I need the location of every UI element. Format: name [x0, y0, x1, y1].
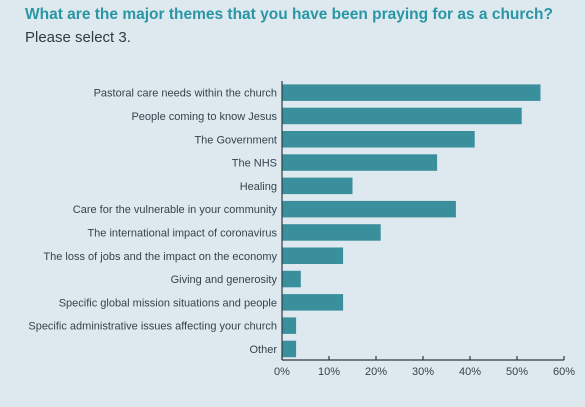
- bar: [282, 107, 522, 125]
- category-label: Care for the vulnerable in your communit…: [73, 204, 278, 216]
- x-tick-label: 60%: [553, 366, 575, 378]
- chart-subtitle: Please select 3.: [25, 29, 131, 46]
- category-label: People coming to know Jesus: [131, 111, 277, 123]
- bar: [282, 340, 297, 358]
- category-label: The Government: [194, 134, 277, 146]
- category-label: The international impact of coronavirus: [87, 227, 277, 239]
- bar: [282, 247, 344, 264]
- x-tick-label: 20%: [365, 366, 387, 378]
- bar: [282, 294, 344, 311]
- bar: [282, 317, 297, 334]
- bar: [282, 154, 438, 171]
- category-label: Specific global mission situations and p…: [59, 297, 277, 309]
- x-tick-label: 50%: [506, 366, 528, 378]
- x-tick-label: 0%: [274, 366, 290, 378]
- x-tick-label: 10%: [318, 366, 340, 378]
- chart-title: What are the major themes that you have …: [25, 6, 553, 23]
- bar: [282, 200, 456, 218]
- category-label: Pastoral care needs within the church: [94, 88, 277, 100]
- bar: [282, 131, 475, 148]
- category-label: Giving and generosity: [171, 274, 278, 286]
- bar: [282, 84, 541, 101]
- category-label: The loss of jobs and the impact on the e…: [43, 251, 277, 263]
- category-label: Specific administrative issues affecting…: [28, 321, 277, 333]
- x-tick-label: 40%: [459, 366, 481, 378]
- x-tick-label: 30%: [412, 366, 434, 378]
- bar: [282, 270, 301, 288]
- category-label: The NHS: [232, 158, 277, 170]
- category-label: Healing: [240, 181, 277, 193]
- bar: [282, 177, 353, 195]
- bar: [282, 224, 381, 241]
- category-label: Other: [249, 344, 277, 356]
